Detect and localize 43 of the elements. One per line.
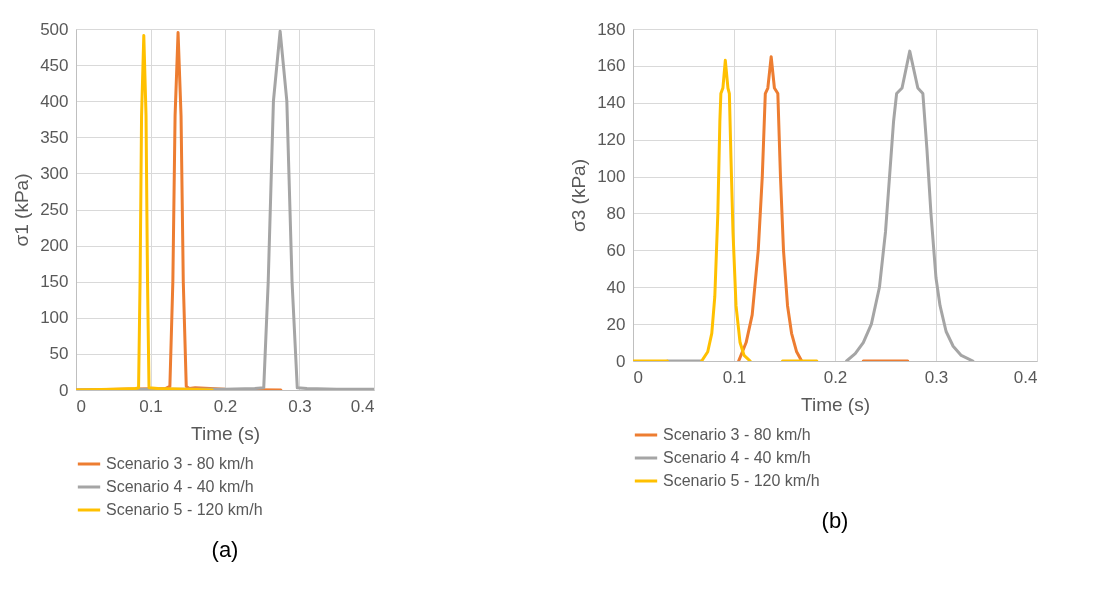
legend-label: Scenario 3 - 80 km/h bbox=[663, 426, 811, 443]
text: (b) bbox=[821, 508, 849, 533]
y-tick-label: 20 bbox=[606, 314, 626, 334]
y-tick-label: 150 bbox=[40, 272, 69, 292]
x-tick-label: 0.4 bbox=[350, 396, 375, 416]
y-tick-label: 50 bbox=[49, 344, 69, 364]
y-tick-label: 100 bbox=[597, 167, 626, 187]
x-tick-label: 0.1 bbox=[139, 396, 163, 416]
y-axis-title: σ3 (kPa) bbox=[568, 159, 590, 232]
y-tick-label: 40 bbox=[606, 277, 626, 297]
y-tick-label: 120 bbox=[597, 130, 626, 150]
y-tick-label: 400 bbox=[40, 91, 69, 111]
x-tick-label: 0.2 bbox=[213, 396, 238, 416]
y-tick-label: 0 bbox=[616, 351, 626, 371]
y-tick-label: 80 bbox=[606, 203, 626, 223]
y-tick-label: 160 bbox=[597, 56, 626, 76]
y-tick-label: 0 bbox=[59, 380, 69, 400]
y-tick-label: 200 bbox=[40, 236, 69, 256]
x-axis-title: Time (s) bbox=[191, 422, 260, 444]
y-tick-label: 60 bbox=[606, 240, 626, 260]
x-tick-label: 0 bbox=[76, 396, 86, 416]
x-tick-label: 0.1 bbox=[722, 367, 747, 387]
y-tick-label: 350 bbox=[40, 127, 69, 147]
y-tick-label: 300 bbox=[40, 163, 69, 183]
x-tick-label: 0 bbox=[633, 367, 643, 387]
legend-label: Scenario 5 - 120 km/h bbox=[663, 472, 820, 489]
y-tick-label: 180 bbox=[597, 19, 626, 39]
x-tick-label: 0.2 bbox=[823, 367, 848, 387]
y-tick-label: 140 bbox=[597, 93, 626, 113]
x-tick-label: 0.3 bbox=[924, 367, 949, 387]
x-tick-label: 0.3 bbox=[288, 396, 312, 416]
y-tick-label: 500 bbox=[40, 19, 69, 39]
y-tick-label: 100 bbox=[40, 308, 69, 328]
legend-label: Scenario 4 - 40 km/h bbox=[106, 478, 254, 495]
legend-label: Scenario 4 - 40 km/h bbox=[663, 449, 811, 466]
y-tick-label: 450 bbox=[40, 55, 69, 75]
y-axis-title: σ1 (kPa) bbox=[11, 173, 33, 247]
x-tick-label: 0.4 bbox=[1013, 367, 1038, 387]
legend-label: Scenario 3 - 80 km/h bbox=[106, 455, 254, 472]
legend-label: Scenario 5 - 120 km/h bbox=[106, 501, 263, 518]
text: (a) bbox=[211, 537, 239, 562]
y-tick-label: 250 bbox=[40, 200, 69, 219]
x-axis-title: Time (s) bbox=[801, 393, 870, 415]
